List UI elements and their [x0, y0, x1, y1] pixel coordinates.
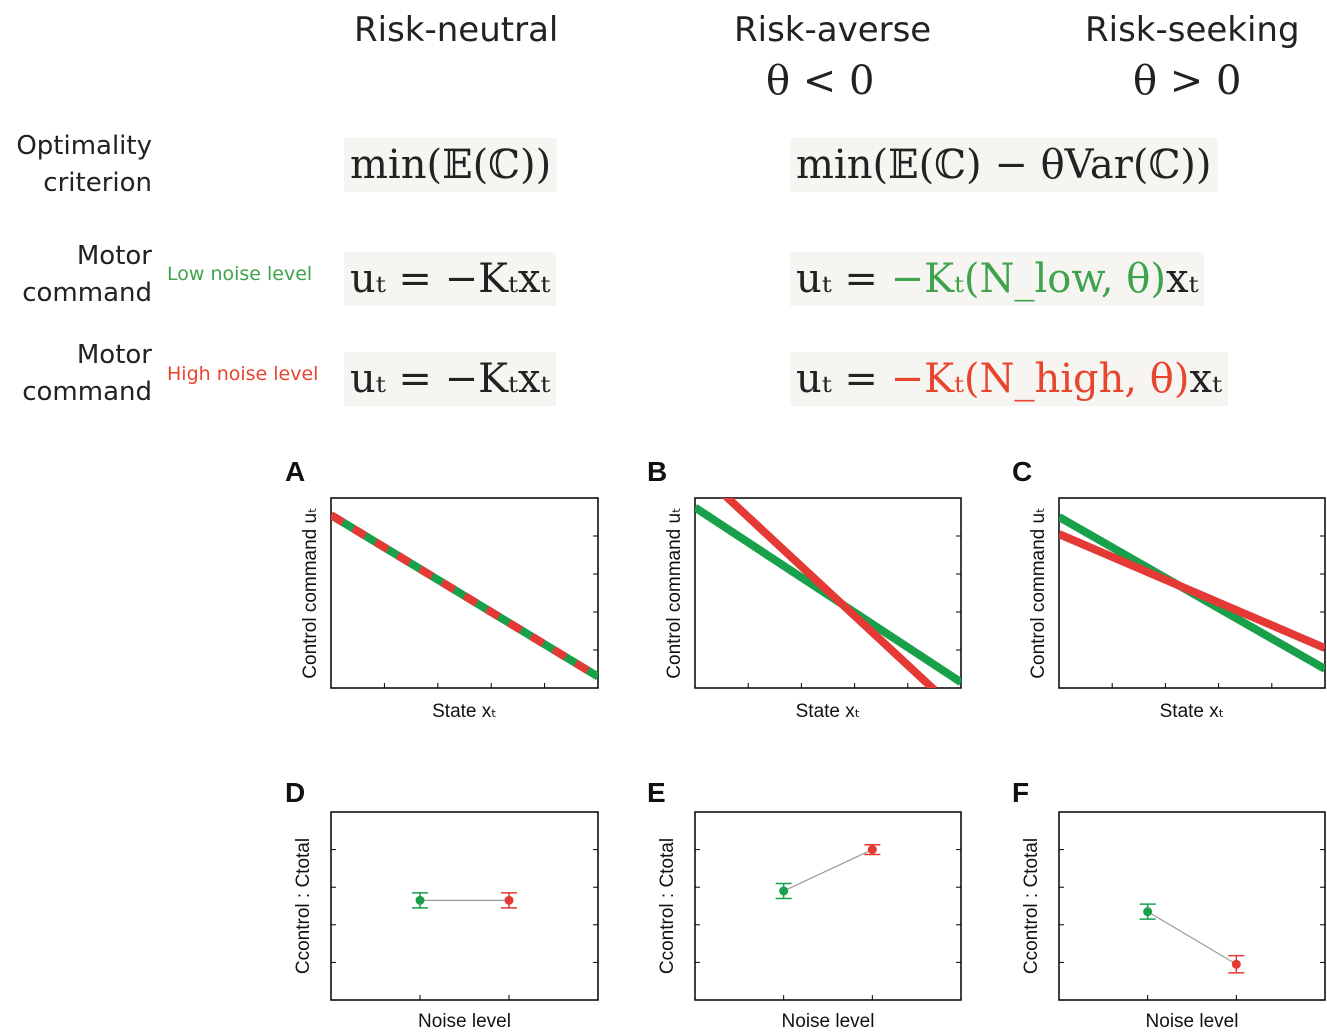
panel-label-e: E — [647, 777, 666, 808]
panel-e-chart: Noise level Ccontrol : Ctotal — [657, 811, 962, 1032]
panel-e-green-point — [779, 886, 789, 896]
panel-e-frame — [694, 811, 962, 1001]
panel-label-d: D — [285, 777, 306, 808]
panel-b-frame — [694, 497, 962, 689]
panel-d-chart: Noise level Ccontrol : Ctotal — [293, 811, 599, 1032]
panel-b-xlabel: State xₜ — [796, 701, 861, 722]
panel-d-green-point — [415, 895, 425, 905]
panel-e-ylabel: Ccontrol : Ctotal — [657, 838, 678, 974]
low-noise-label: Low noise level — [167, 263, 313, 285]
panel-f-frame — [1058, 811, 1326, 1001]
panel-e-connector — [783, 849, 873, 892]
panel-label-c: C — [1012, 456, 1033, 487]
panel-b-chart: State xₜ Control command uₜ — [664, 497, 962, 722]
panel-c-red-line — [1059, 530, 1325, 652]
panel-a-ylabel: Control command uₜ — [300, 507, 321, 678]
panel-f-green-point — [1143, 907, 1153, 917]
theta-condition-seeking: θ > 0 — [1133, 58, 1242, 104]
panel-f-xlabel: Noise level — [1146, 1011, 1239, 1032]
panel-d-frame — [330, 811, 599, 1001]
neutral-low-equation: uₜ = −Kₜxₜ — [344, 252, 557, 306]
risk-high-suffix: xₜ — [1189, 356, 1222, 402]
panel-c-frame — [1058, 497, 1326, 689]
panel-a-red-line — [331, 511, 598, 681]
row-label-optimality: Optimality criterion — [16, 131, 152, 198]
risk-high-equation: uₜ = −Kₜ(N_high, θ)xₜ — [790, 352, 1228, 406]
panel-e-red-point — [867, 845, 877, 855]
risk-high-prefix: uₜ = — [796, 356, 891, 402]
row-label-motor-low: Motor command — [22, 241, 152, 308]
panel-label-a: A — [285, 456, 306, 487]
panel-d-red-point — [504, 895, 514, 905]
panel-c-chart: State xₜ Control command uₜ — [1028, 497, 1326, 722]
panel-a-chart: State xₜ Control command uₜ — [300, 497, 599, 722]
risk-low-gain: −Kₜ(N_low, θ) — [890, 256, 1166, 302]
panel-f-chart: Noise level Ccontrol : Ctotal — [1021, 811, 1326, 1032]
neutral-criterion-equation: min(𝔼(ℂ)) — [344, 138, 558, 192]
neutral-high-equation: uₜ = −Kₜxₜ — [344, 352, 557, 406]
column-header-risk-seeking: Risk-seeking — [1085, 10, 1300, 50]
panel-a-frame — [330, 497, 599, 689]
column-header-risk-neutral: Risk-neutral — [354, 10, 559, 50]
theta-condition-averse: θ < 0 — [766, 58, 875, 104]
panel-f-red-point — [1231, 959, 1241, 969]
panel-b-ylabel: Control command uₜ — [664, 507, 685, 678]
panel-d-ylabel: Ccontrol : Ctotal — [293, 838, 314, 974]
column-header-risk-averse: Risk-averse — [734, 10, 932, 50]
panel-e-xlabel: Noise level — [782, 1011, 875, 1032]
risk-high-gain: −Kₜ(N_high, θ) — [890, 356, 1190, 402]
panel-f-connector — [1147, 911, 1237, 965]
high-noise-label: High noise level — [167, 363, 319, 385]
row-label-motor-high: Motor command — [22, 340, 152, 407]
panel-c-xlabel: State xₜ — [1160, 701, 1225, 722]
risk-low-suffix: xₜ — [1165, 256, 1199, 302]
panel-f-ylabel: Ccontrol : Ctotal — [1021, 838, 1042, 974]
panel-a-xlabel: State xₜ — [432, 701, 497, 722]
panel-c-ylabel: Control command uₜ — [1028, 507, 1049, 678]
panel-b-red-line — [721, 498, 938, 688]
panel-d-xlabel: Noise level — [418, 1011, 511, 1032]
panel-label-b: B — [647, 456, 668, 487]
risk-low-equation: uₜ = −Kₜ(N_low, θ)xₜ — [790, 252, 1205, 306]
risk-low-prefix: uₜ = — [796, 256, 891, 302]
panel-label-f: F — [1012, 777, 1030, 808]
risk-criterion-equation: min(𝔼(ℂ) − θVar(ℂ)) — [790, 138, 1218, 192]
